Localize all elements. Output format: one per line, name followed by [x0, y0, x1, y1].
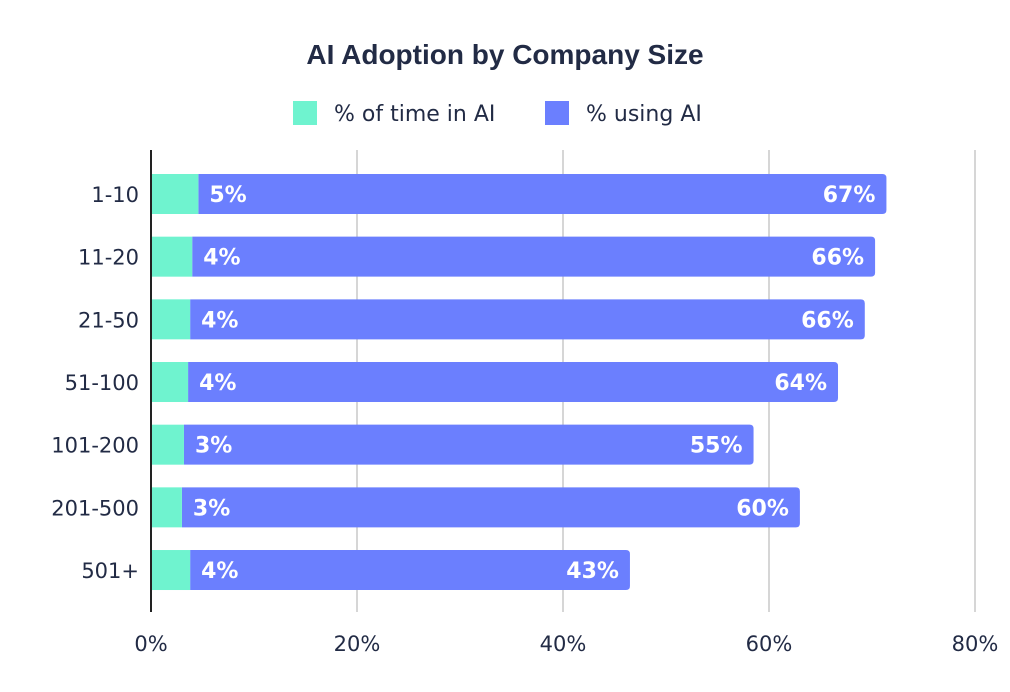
category-label: 51-100 [65, 371, 139, 395]
data-label-time-in-ai: 4% [201, 559, 238, 584]
category-label: 501+ [81, 559, 139, 583]
legend-swatch [545, 101, 569, 125]
bar-time-in-ai [151, 236, 193, 277]
bar-time-in-ai [151, 174, 199, 214]
data-label-using-ai: 43% [566, 559, 619, 584]
bar-using-ai [190, 299, 865, 340]
category-label: 11-20 [78, 246, 139, 270]
bar-using-ai [192, 236, 876, 277]
legend-label: % of time in AI [334, 102, 495, 127]
bars [151, 174, 887, 591]
bar-time-in-ai [151, 487, 182, 528]
data-label-time-in-ai: 4% [201, 308, 238, 333]
x-tick-label: 20% [334, 632, 381, 656]
data-label-using-ai: 66% [811, 246, 864, 271]
data-label-using-ai: 60% [736, 496, 789, 521]
legend: % of time in AI % using AI [293, 101, 702, 127]
legend-swatch [293, 101, 317, 125]
bar-time-in-ai [151, 299, 191, 340]
bar-using-ai [198, 174, 887, 214]
bar-time-in-ai [151, 424, 184, 465]
x-tick-label: 40% [540, 632, 587, 656]
data-label-using-ai: 64% [774, 371, 827, 396]
category-labels: 1-10 11-20 21-50 51-100 101-200 201-500 501+ [51, 183, 139, 583]
category-label: 21-50 [78, 308, 139, 332]
bar-time-in-ai [151, 550, 191, 591]
category-label: 201-500 [51, 496, 139, 520]
data-label-time-in-ai: 4% [199, 371, 236, 396]
data-label-time-in-ai: 3% [195, 434, 232, 459]
x-tick-label: 60% [746, 632, 793, 656]
legend-label: % using AI [586, 102, 702, 127]
data-label-using-ai: 67% [823, 183, 876, 208]
bar-using-ai [188, 362, 839, 403]
bar-using-ai [183, 424, 754, 465]
data-labels: 5% 67% 4% 66% 4% 66% 4% 64% 3% 55% 3% 60% 4% 43% [193, 183, 876, 584]
data-label-using-ai: 66% [801, 308, 854, 333]
bar-time-in-ai [151, 362, 189, 403]
bar-using-ai [190, 550, 630, 591]
category-label: 101-200 [51, 434, 139, 458]
data-label-time-in-ai: 5% [209, 183, 246, 208]
chart-title: AI Adoption by Company Size [306, 39, 703, 70]
category-label: 1-10 [91, 183, 139, 207]
bar-using-ai [181, 487, 800, 528]
data-label-using-ai: 55% [690, 434, 743, 459]
data-label-time-in-ai: 3% [193, 496, 230, 521]
x-tick-label: 80% [952, 632, 999, 656]
x-tick-labels: 0% 20% 40% 60% 80% [134, 632, 998, 656]
x-tick-label: 0% [134, 632, 167, 656]
data-label-time-in-ai: 4% [203, 246, 240, 271]
